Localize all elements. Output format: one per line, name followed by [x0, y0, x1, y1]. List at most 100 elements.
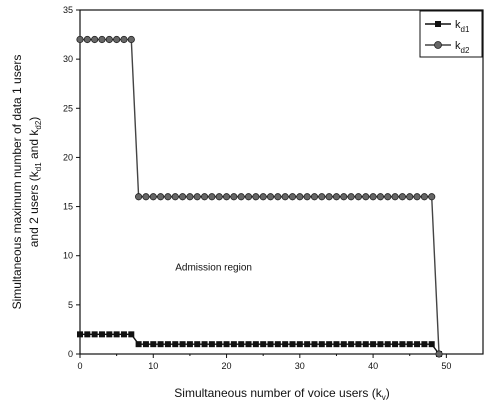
- data-point: [407, 341, 413, 347]
- data-point: [238, 341, 244, 347]
- data-point: [150, 341, 156, 347]
- data-point: [84, 36, 90, 42]
- series-layer: [77, 36, 442, 357]
- series-kd1: [77, 331, 442, 357]
- data-point: [231, 194, 237, 200]
- data-point: [92, 331, 98, 337]
- data-point: [223, 194, 229, 200]
- data-point: [319, 341, 325, 347]
- data-point: [77, 331, 83, 337]
- data-point: [341, 341, 347, 347]
- data-point: [113, 36, 119, 42]
- data-point: [150, 194, 156, 200]
- data-point: [179, 194, 185, 200]
- data-point: [253, 194, 259, 200]
- data-point: [267, 194, 273, 200]
- data-point: [121, 331, 127, 337]
- data-point: [143, 194, 149, 200]
- x-tick-label: 0: [77, 361, 82, 371]
- data-point: [377, 341, 383, 347]
- y-tick-label: 5: [68, 300, 73, 310]
- y-axis-ticks: 0 5 10 15 20 25 30 35: [63, 5, 80, 359]
- legend-marker-kd1: [435, 21, 441, 27]
- data-point: [121, 36, 127, 42]
- data-point: [385, 341, 391, 347]
- data-point: [194, 194, 200, 200]
- data-point: [355, 341, 361, 347]
- data-point: [260, 194, 266, 200]
- data-point: [172, 341, 178, 347]
- data-point: [326, 341, 332, 347]
- data-point: [165, 194, 171, 200]
- data-point: [275, 341, 281, 347]
- x-axis-label: Simultaneous number of voice users (kv): [174, 386, 389, 402]
- data-point: [421, 194, 427, 200]
- legend-marker-kd2: [435, 42, 442, 49]
- y-tick-label: 30: [63, 54, 73, 64]
- data-point: [326, 194, 332, 200]
- data-point: [201, 194, 207, 200]
- data-point: [238, 194, 244, 200]
- y-axis-label-line1: Simultaneous maximum number of data 1 us…: [10, 55, 24, 310]
- data-point: [289, 194, 295, 200]
- data-point: [304, 194, 310, 200]
- data-point: [370, 341, 376, 347]
- data-point: [282, 341, 288, 347]
- data-point: [84, 331, 90, 337]
- data-point: [385, 194, 391, 200]
- data-point: [311, 194, 317, 200]
- data-point: [377, 194, 383, 200]
- data-point: [128, 36, 134, 42]
- data-point: [136, 341, 142, 347]
- data-point: [246, 341, 252, 347]
- data-point: [209, 194, 215, 200]
- y-tick-label: 20: [63, 152, 73, 162]
- data-point: [143, 341, 149, 347]
- data-point: [407, 194, 413, 200]
- data-point: [158, 341, 164, 347]
- data-point: [135, 194, 141, 200]
- y-axis-label-line2: and 2 users (kd1 and kd2): [27, 117, 43, 248]
- data-point: [429, 194, 435, 200]
- data-point: [282, 194, 288, 200]
- legend-box: [420, 11, 482, 57]
- data-point: [436, 351, 442, 357]
- y-tick-label: 0: [68, 349, 73, 359]
- data-point: [77, 36, 83, 42]
- legend: kd1 kd2: [420, 11, 482, 57]
- data-point: [194, 341, 200, 347]
- data-point: [260, 341, 266, 347]
- data-point: [370, 194, 376, 200]
- data-point: [275, 194, 281, 200]
- y-tick-label: 15: [63, 202, 73, 212]
- data-point: [216, 194, 222, 200]
- data-point: [187, 341, 193, 347]
- data-point: [106, 331, 112, 337]
- x-tick-label: 20: [222, 361, 232, 371]
- data-point: [311, 341, 317, 347]
- data-point: [114, 331, 120, 337]
- y-tick-label: 25: [63, 103, 73, 113]
- data-point: [202, 341, 208, 347]
- data-point: [333, 341, 339, 347]
- data-point: [355, 194, 361, 200]
- data-point: [341, 194, 347, 200]
- data-point: [414, 341, 420, 347]
- data-point: [253, 341, 259, 347]
- y-tick-label: 35: [63, 5, 73, 15]
- x-tick-label: 40: [368, 361, 378, 371]
- data-point: [363, 341, 369, 347]
- data-point: [180, 341, 186, 347]
- data-point: [245, 194, 251, 200]
- x-axis-ticks: 0 10 20 30 40 50: [77, 354, 451, 371]
- data-point: [363, 194, 369, 200]
- y-tick-label: 10: [63, 251, 73, 261]
- data-point: [429, 341, 435, 347]
- data-point: [414, 194, 420, 200]
- plot-frame: [80, 10, 483, 354]
- data-point: [187, 194, 193, 200]
- data-point: [165, 341, 171, 347]
- data-point: [319, 194, 325, 200]
- data-point: [157, 194, 163, 200]
